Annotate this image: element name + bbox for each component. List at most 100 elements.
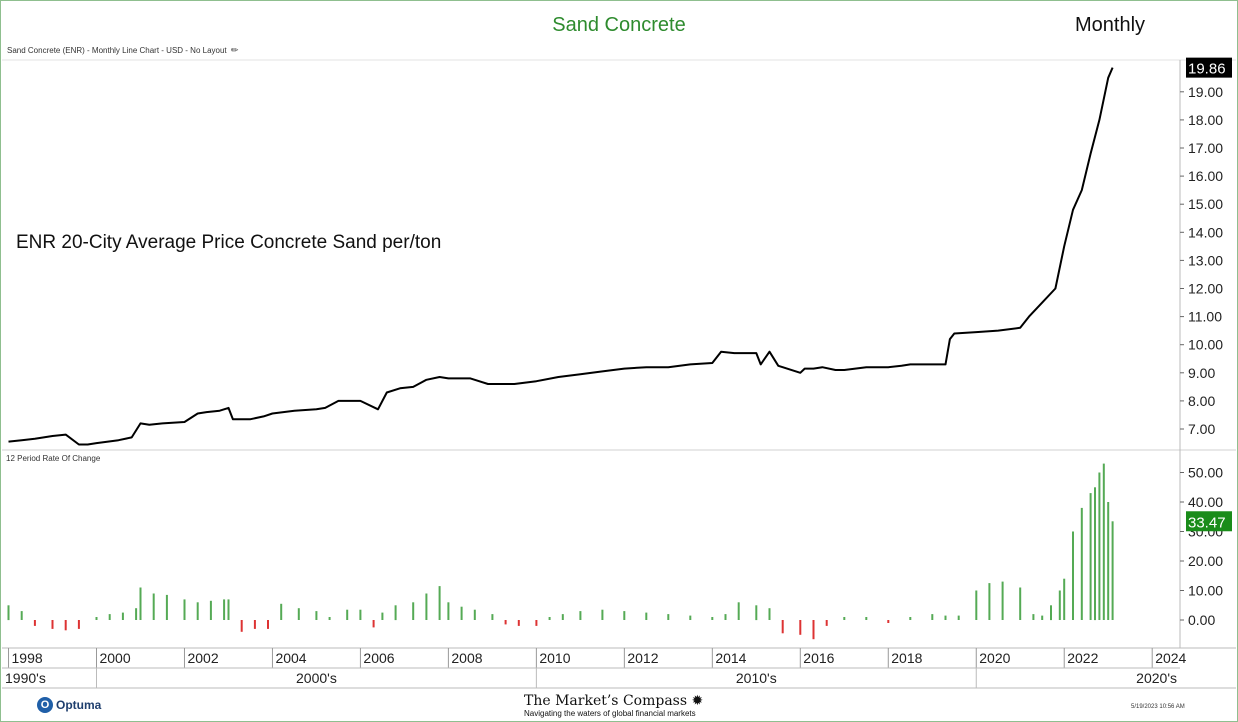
roc-bar <box>412 602 415 620</box>
brand-name: The Market’s Compass ✹ <box>524 693 703 709</box>
year-tick-label: 2020 <box>979 650 1010 666</box>
year-tick-label: 2002 <box>187 650 218 666</box>
roc-bar <box>1102 463 1105 620</box>
price-y-tick-label: 8.00 <box>1188 393 1215 409</box>
chart-title: Sand Concrete <box>552 14 686 36</box>
chart-subtitle: Sand Concrete (ENR) - Monthly Line Chart… <box>7 45 238 56</box>
roc-bar <box>667 614 670 620</box>
roc-bar <box>1107 502 1110 620</box>
year-tick-label: 2010 <box>539 650 570 666</box>
roc-bar <box>799 620 802 635</box>
roc-bar <box>711 617 714 620</box>
roc-bar <box>64 620 67 631</box>
roc-bar <box>887 620 890 623</box>
last-roc-label: 33.47 <box>1188 514 1226 531</box>
roc-bar <box>227 599 230 620</box>
roc-bar <box>1019 587 1022 620</box>
roc-bar <box>1080 507 1083 620</box>
roc-bar <box>768 608 771 620</box>
roc-bar <box>267 620 269 629</box>
roc-bar <box>1063 578 1066 620</box>
roc-bar <box>223 599 226 620</box>
roc-bar <box>843 617 846 620</box>
roc-bar <box>473 609 476 620</box>
roc-bar <box>504 620 507 625</box>
roc-bar <box>297 608 300 620</box>
price-y-tick-label: 17.00 <box>1188 140 1223 156</box>
roc-bar <box>152 593 155 620</box>
last-price-label: 19.86 <box>1188 61 1226 78</box>
roc-bar <box>33 620 36 626</box>
roc-bar <box>1050 605 1052 621</box>
year-tick-label: 2018 <box>891 650 922 666</box>
pencil-icon[interactable]: ✏ <box>230 45 239 55</box>
timestamp: 5/19/2023 10:56 AM <box>1131 704 1185 710</box>
roc-bar <box>7 605 10 621</box>
roc-bar <box>139 587 142 620</box>
year-tick-label: 2008 <box>451 650 482 666</box>
roc-y-tick-label: 50.00 <box>1188 465 1223 481</box>
roc-bar <box>315 611 318 620</box>
roc-y-tick-label: 40.00 <box>1188 494 1223 510</box>
roc-bar <box>1032 614 1035 620</box>
price-y-tick-label: 14.00 <box>1188 224 1223 240</box>
brand-tagline: Navigating the waters of global financia… <box>524 709 696 718</box>
roc-bar <box>491 614 494 620</box>
roc-bar <box>196 602 199 620</box>
roc-bar <box>280 603 283 620</box>
roc-bar <box>183 599 186 620</box>
roc-bar <box>781 620 784 634</box>
roc-panel-title: 12 Period Rate Of Change <box>6 454 101 463</box>
roc-bar <box>438 586 441 620</box>
roc-bar <box>394 605 397 621</box>
roc-bar <box>944 615 947 620</box>
roc-bar <box>645 612 648 620</box>
roc-bar <box>1072 531 1074 620</box>
roc-bar <box>165 594 168 620</box>
roc-bar <box>460 606 463 620</box>
price-y-tick-label: 13.00 <box>1188 252 1223 268</box>
roc-bar <box>535 620 538 626</box>
price-y-tick-label: 15.00 <box>1188 196 1223 212</box>
roc-bar <box>517 620 520 626</box>
brand-name-text: The Market’s Compass <box>524 693 688 709</box>
roc-bar <box>253 620 256 629</box>
year-tick-label: 1998 <box>12 650 43 666</box>
chart-subtitle-text: Sand Concrete (ENR) - Monthly Line Chart… <box>7 46 227 55</box>
roc-bar <box>1041 615 1044 620</box>
roc-bar <box>20 611 23 620</box>
roc-y-tick-label: 20.00 <box>1188 553 1223 569</box>
optuma-logo-text: Optuma <box>56 698 102 712</box>
roc-y-tick-label: 10.00 <box>1188 583 1223 599</box>
roc-bar <box>346 609 349 620</box>
price-series-line <box>8 67 1114 446</box>
roc-bar <box>561 614 564 620</box>
roc-bar <box>447 602 450 620</box>
roc-bar <box>975 590 978 620</box>
decade-label: 2020's <box>1136 670 1177 686</box>
year-tick-label: 2006 <box>363 650 394 666</box>
roc-bar <box>381 612 384 620</box>
roc-bar <box>865 617 868 620</box>
roc-bar <box>1058 590 1061 620</box>
optuma-logo: O Optuma <box>37 697 101 713</box>
roc-bar <box>1094 487 1096 621</box>
chart-annotation: ENR 20-City Average Price Concrete Sand … <box>16 232 442 253</box>
roc-bar <box>135 608 138 620</box>
price-y-tick-label: 10.00 <box>1188 337 1223 353</box>
roc-bar <box>548 617 551 620</box>
year-tick-label: 2000 <box>99 650 130 666</box>
roc-bar <box>579 611 582 620</box>
roc-bar <box>755 605 758 621</box>
year-tick-label: 2022 <box>1067 650 1098 666</box>
period-label: Monthly <box>1075 14 1146 36</box>
decade-label: 2010's <box>736 670 777 686</box>
roc-bar <box>825 620 828 626</box>
last-price-badge <box>1186 57 1232 78</box>
roc-bar <box>108 614 111 620</box>
roc-bar <box>909 617 912 620</box>
roc-bar <box>1098 472 1101 620</box>
roc-bar <box>77 620 80 629</box>
roc-bar <box>51 620 54 629</box>
